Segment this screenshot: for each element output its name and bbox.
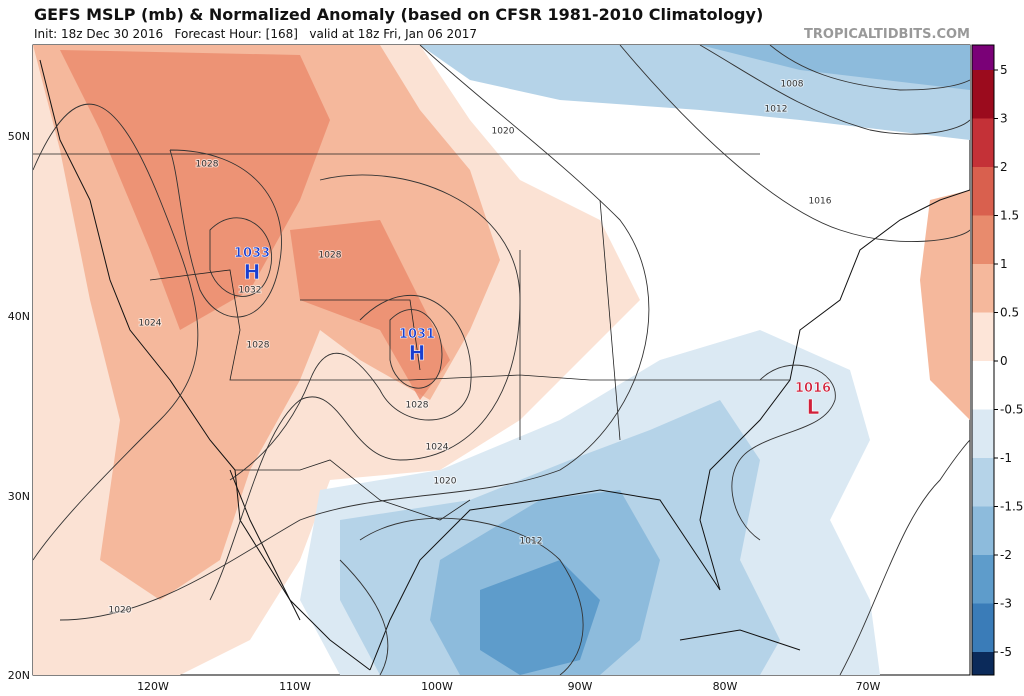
center-pressure: 1016 [795, 381, 831, 396]
isobar-label: 1024 [139, 319, 162, 329]
isobar-label: 1008 [781, 80, 804, 90]
isobar [731, 364, 836, 541]
colorbar-label: 1.5 [1000, 209, 1019, 223]
isobar-label: 1016 [809, 197, 832, 207]
isobar-label: 1020 [492, 127, 515, 137]
colorbar-segment [972, 70, 994, 119]
anomaly-cold [480, 560, 600, 675]
isobar [169, 149, 282, 318]
anomaly-cold [700, 45, 970, 90]
colorbar-label: -1 [1000, 451, 1012, 465]
colorbar-label: 5 [1000, 63, 1008, 77]
colorbar-label: -1.5 [1000, 500, 1023, 514]
colorbar-label: 0.5 [1000, 306, 1019, 320]
isobar-label: 1012 [520, 537, 543, 547]
coastline [39, 59, 371, 671]
coastline [229, 469, 301, 621]
colorbar-segment [972, 458, 994, 507]
lon-label: 90W [568, 680, 593, 693]
center-pressure: 1033 [234, 246, 270, 261]
center-pressure: 1031 [399, 327, 435, 342]
colorbar-segment [972, 312, 994, 361]
colorbar-label: -2 [1000, 548, 1012, 562]
colorbar-label: 3 [1000, 112, 1008, 126]
colorbar-segment [972, 118, 994, 167]
isobar-label: 1024 [426, 443, 449, 453]
isobar-label: 1028 [319, 251, 342, 261]
lat-label: 20N [8, 669, 30, 682]
colorbar-label: 1 [1000, 257, 1008, 271]
subtitle: Init: 18z Dec 30 2016 Forecast Hour: [16… [34, 27, 477, 41]
lat-label: 40N [8, 310, 30, 323]
colorbar-label: 0 [1000, 354, 1008, 368]
anomaly-warm [60, 50, 450, 400]
isobar-label: 1028 [406, 401, 429, 411]
isobar [339, 517, 584, 675]
colorbar-segment [972, 603, 994, 652]
coastline [369, 189, 970, 671]
coastline [679, 629, 801, 651]
isobar-label: 1028 [196, 160, 219, 170]
colorbar-label: 2 [1000, 160, 1008, 174]
colorbar-segment [972, 555, 994, 604]
isobar [229, 295, 472, 481]
colorbar-segment [972, 652, 994, 675]
lon-label: 100W [421, 680, 453, 693]
isobar-label: 1028 [247, 341, 270, 351]
lon-label: 120W [137, 680, 169, 693]
lon-label: 110W [279, 680, 311, 693]
border [33, 153, 790, 521]
colorbar-segment [972, 409, 994, 458]
colorbar-segment [972, 215, 994, 264]
watermark: TROPICALTIDBITS.COM [804, 27, 970, 42]
map-labels: 120W 110W 100W 90W 80W 70W 50N 40N 30N 20N 1008 101… [8, 79, 881, 694]
isobar [209, 174, 521, 601]
isobar [769, 45, 970, 91]
isobar [59, 45, 650, 621]
colorbar-segment [972, 264, 994, 313]
colorbar: 5 3 2 1.5 1 0.5 0 -0.5 -1 -1.5 -2 -3 -5 [971, 44, 1023, 676]
center-type: H [409, 341, 426, 365]
colorbar-segment [972, 361, 994, 410]
lat-label: 50N [8, 130, 30, 143]
colorbar-segment [972, 506, 994, 555]
lon-label: 80W [713, 680, 738, 693]
isobar-label: 1032 [239, 286, 262, 296]
anomaly-warm [920, 190, 970, 420]
isobar-label: 1012 [765, 105, 788, 115]
center-type: H [244, 260, 261, 284]
isobar [619, 45, 970, 242]
colorbar-frame [971, 44, 995, 676]
colorbar-label: -0.5 [1000, 403, 1023, 417]
lat-label: 30N [8, 490, 30, 503]
colorbar-segment [972, 45, 994, 70]
colorbar-label: -5 [1000, 645, 1012, 659]
isobar-label: 1020 [109, 606, 132, 616]
colorbar-label: -3 [1000, 597, 1012, 611]
title: GEFS MSLP (mb) & Normalized Anomaly (bas… [34, 5, 763, 24]
isobar [209, 217, 272, 297]
isobar [699, 45, 970, 135]
map [32, 44, 971, 676]
isobar-label: 1020 [434, 477, 457, 487]
colorbar-segment [972, 167, 994, 216]
center-type: L [807, 395, 820, 419]
isobar [33, 103, 199, 561]
isobar [389, 309, 443, 389]
lon-label: 70W [856, 680, 881, 693]
isobar [839, 439, 970, 675]
